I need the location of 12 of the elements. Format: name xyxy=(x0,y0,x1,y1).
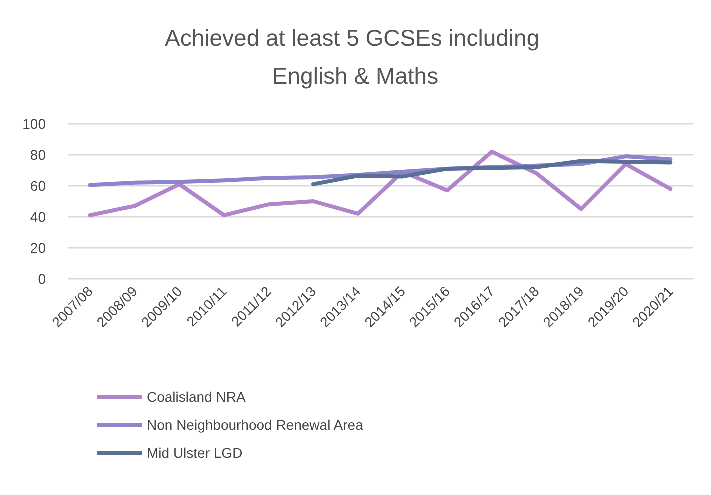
y-tick-label: 80 xyxy=(30,147,46,163)
legend-label: Mid Ulster LGD xyxy=(147,445,243,461)
line-series xyxy=(312,159,673,186)
y-tick-label: 100 xyxy=(22,116,46,132)
chart-title: Achieved at least 5 GCSEs including English & Maths xyxy=(165,25,546,89)
y-tick-label: 60 xyxy=(30,178,46,194)
legend-label: Coalisland NRA xyxy=(147,389,246,405)
line-series xyxy=(88,150,673,218)
y-tick-label: 40 xyxy=(30,209,46,225)
y-tick-label: 0 xyxy=(38,271,46,287)
legend-label: Non Neighbourhood Renewal Area xyxy=(147,417,364,433)
y-tick-label: 20 xyxy=(30,240,46,256)
